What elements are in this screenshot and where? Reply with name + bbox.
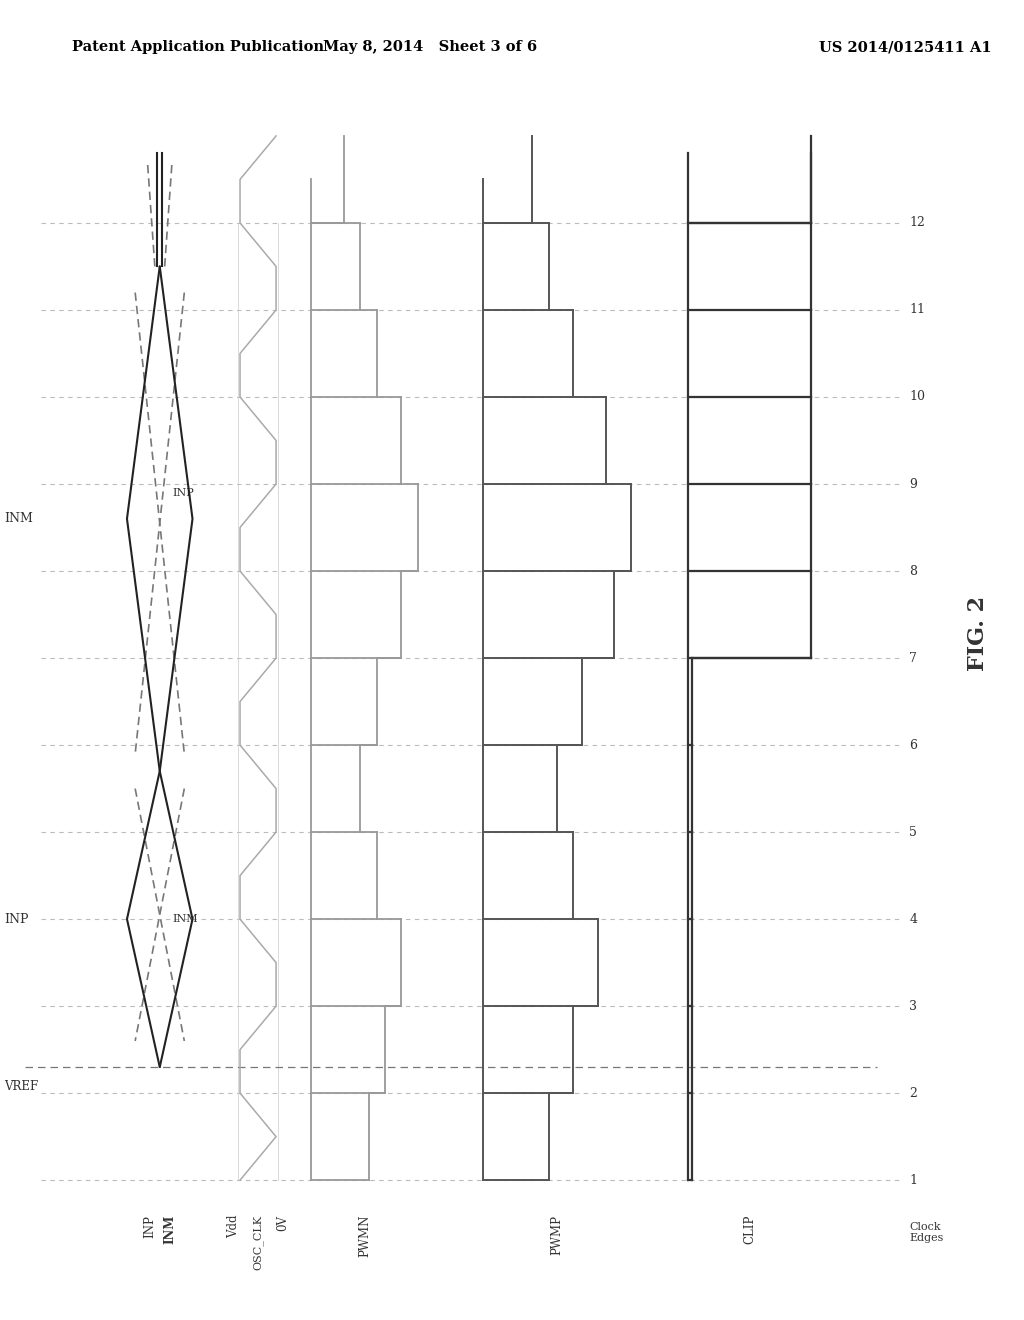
Text: 3: 3: [909, 999, 918, 1012]
Text: 8: 8: [909, 565, 918, 578]
Text: INP: INP: [4, 912, 29, 925]
Text: 1: 1: [909, 1173, 918, 1187]
Text: 2: 2: [909, 1086, 918, 1100]
Text: 5: 5: [909, 825, 918, 838]
Text: PWMP: PWMP: [551, 1214, 563, 1255]
Text: 12: 12: [909, 216, 926, 230]
Text: 9: 9: [909, 478, 918, 491]
Text: 11: 11: [909, 304, 926, 317]
Text: FIG. 2: FIG. 2: [967, 597, 989, 671]
Text: INP: INP: [172, 487, 194, 498]
Text: OSC_CLK: OSC_CLK: [253, 1214, 263, 1270]
Text: CLIP: CLIP: [743, 1214, 756, 1245]
Text: Vdd: Vdd: [227, 1214, 240, 1238]
Text: 6: 6: [909, 739, 918, 751]
Text: VREF: VREF: [4, 1080, 38, 1093]
Text: US 2014/0125411 A1: US 2014/0125411 A1: [819, 40, 992, 54]
Text: 0V: 0V: [276, 1214, 289, 1232]
Text: Clock
Edges: Clock Edges: [909, 1221, 944, 1243]
Text: PWMN: PWMN: [358, 1214, 371, 1258]
Text: INP: INP: [143, 1214, 157, 1238]
Text: May 8, 2014   Sheet 3 of 6: May 8, 2014 Sheet 3 of 6: [323, 40, 538, 54]
Text: 10: 10: [909, 391, 926, 404]
Text: Patent Application Publication: Patent Application Publication: [72, 40, 324, 54]
Text: INM: INM: [172, 915, 198, 924]
Text: 7: 7: [909, 652, 918, 664]
Text: 4: 4: [909, 912, 918, 925]
Text: INM: INM: [4, 512, 33, 525]
Text: INM: INM: [163, 1214, 176, 1245]
